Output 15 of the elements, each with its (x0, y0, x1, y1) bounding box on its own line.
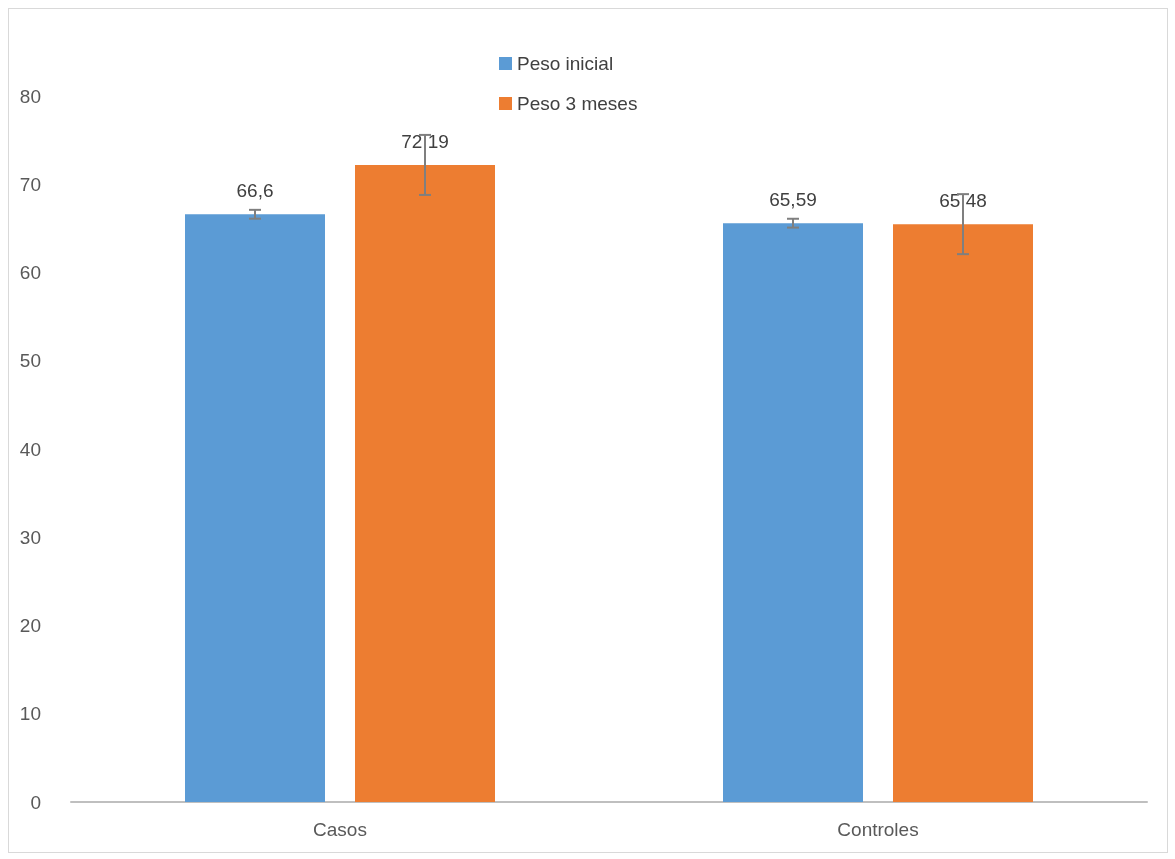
data-label: 65,59 (769, 189, 817, 211)
y-tick-label: 20 (19, 615, 41, 636)
x-tick-label: Controles (837, 819, 919, 840)
legend-label: Peso 3 meses (517, 93, 638, 114)
y-tick-label: 40 (19, 438, 41, 460)
legend-label: Peso inicial (517, 53, 614, 74)
x-tick-label: Casos (313, 819, 367, 840)
y-tick-label: 70 (19, 173, 41, 195)
y-tick-label: 80 (19, 85, 41, 107)
y-tick-label: 10 (19, 703, 41, 725)
y-tick-label: 50 (19, 350, 41, 372)
y-tick-label: 30 (19, 526, 41, 548)
y-tick-label: 0 (30, 791, 41, 813)
data-label: 66,6 (236, 180, 274, 202)
y-tick-label: 60 (19, 262, 41, 283)
